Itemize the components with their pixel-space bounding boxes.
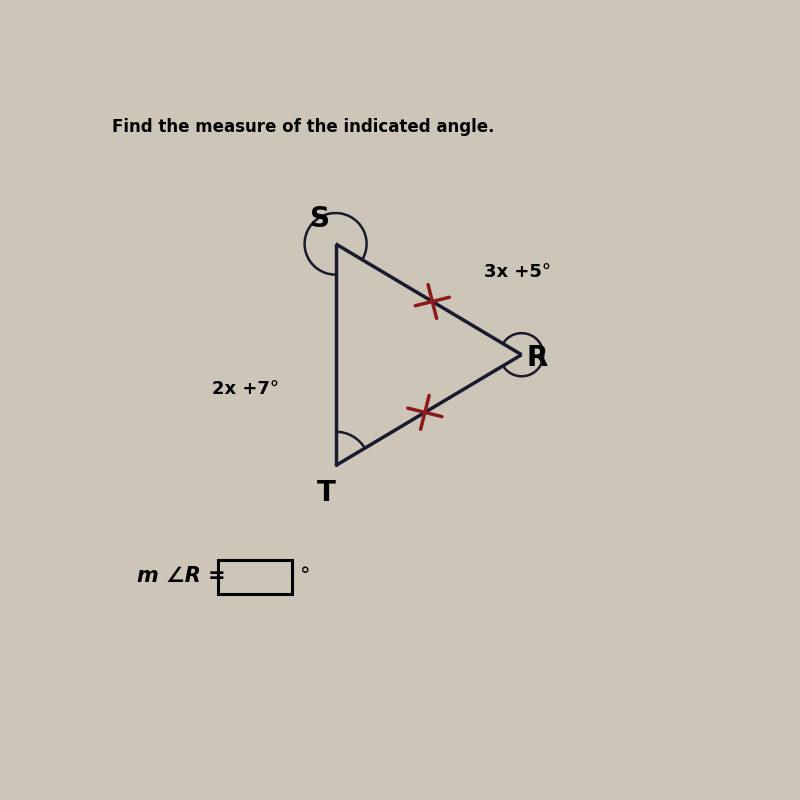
Text: 3x +5°: 3x +5°	[485, 262, 551, 281]
Text: °: °	[300, 566, 310, 586]
Text: T: T	[317, 479, 336, 507]
Text: S: S	[310, 206, 330, 234]
Text: R: R	[526, 344, 548, 372]
Text: Find the measure of the indicated angle.: Find the measure of the indicated angle.	[112, 118, 495, 135]
Text: 2x +7°: 2x +7°	[211, 379, 278, 398]
Text: m ∠R =: m ∠R =	[138, 566, 226, 586]
Bar	[218, 560, 292, 594]
